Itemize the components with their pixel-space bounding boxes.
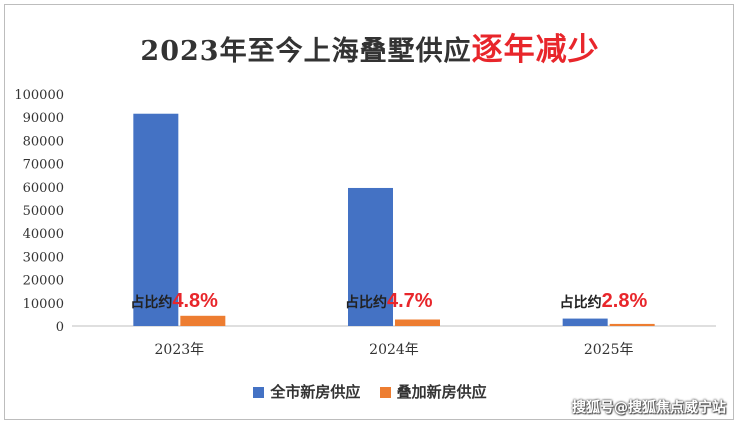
watermark: 搜狐号@搜狐焦点威宁站	[572, 400, 726, 416]
bar-stacked	[395, 319, 440, 326]
legend: 全市新房供应 叠加新房供应	[0, 381, 740, 402]
share-annotation-value: 4.7%	[387, 290, 433, 312]
x-tick-label: 2025年	[584, 342, 634, 358]
y-tick-label: 40000	[23, 227, 64, 242]
legend-swatch-stacked	[379, 387, 391, 398]
y-tick-label: 60000	[23, 181, 64, 196]
y-tick-label: 90000	[23, 111, 64, 126]
y-tick-label: 30000	[23, 250, 64, 265]
y-tick-label: 100000	[14, 88, 64, 103]
share-annotation-prefix: 占比约	[560, 294, 602, 311]
chart-title: 2023年至今上海叠墅供应逐年减少	[0, 24, 740, 69]
chart-title-highlight: 逐年减少	[471, 32, 600, 68]
x-axis-ticks: 2023年 2024年 2025年	[155, 342, 634, 358]
y-tick-label: 10000	[23, 297, 64, 312]
y-tick-label: 20000	[23, 274, 64, 289]
chart-title-main: 2023年至今上海叠墅供应	[140, 36, 472, 67]
bar-stacked	[180, 315, 226, 326]
x-tick-label: 2024年	[369, 342, 419, 358]
legend-swatch-total	[253, 387, 265, 398]
legend-label-stacked: 叠加新房供应	[396, 383, 487, 401]
share-annotation: 占比约2.8%	[560, 290, 648, 312]
bar-total	[348, 187, 393, 326]
share-annotation-prefix: 占比约	[130, 294, 172, 311]
share-annotation: 占比约4.8%	[130, 290, 218, 312]
legend-label-total: 全市新房供应	[270, 383, 361, 401]
bar-stacked	[609, 323, 655, 326]
legend-item-total: 全市新房供应	[253, 381, 360, 402]
share-annotation-value: 4.8%	[172, 290, 218, 312]
y-tick-label: 70000	[23, 158, 64, 173]
share-annotation-prefix: 占比约	[345, 294, 387, 311]
x-tick-label: 2023年	[155, 342, 205, 358]
legend-item-stacked: 叠加新房供应	[379, 381, 487, 402]
y-tick-label: 0	[56, 320, 64, 335]
y-tick-label: 80000	[23, 134, 64, 149]
share-annotations: 占比约4.8% 占比约4.7% 占比约2.8%	[130, 290, 647, 312]
bar-total	[133, 113, 179, 326]
bar-total	[562, 318, 608, 326]
share-annotation-value: 2.8%	[602, 290, 648, 312]
y-axis-ticks: 0 10000 20000 30000 40000 50000 60000 70000 8000…	[14, 88, 64, 335]
bar-group	[133, 113, 655, 326]
share-annotation: 占比约4.7%	[345, 290, 433, 312]
y-tick-label: 50000	[23, 204, 64, 219]
